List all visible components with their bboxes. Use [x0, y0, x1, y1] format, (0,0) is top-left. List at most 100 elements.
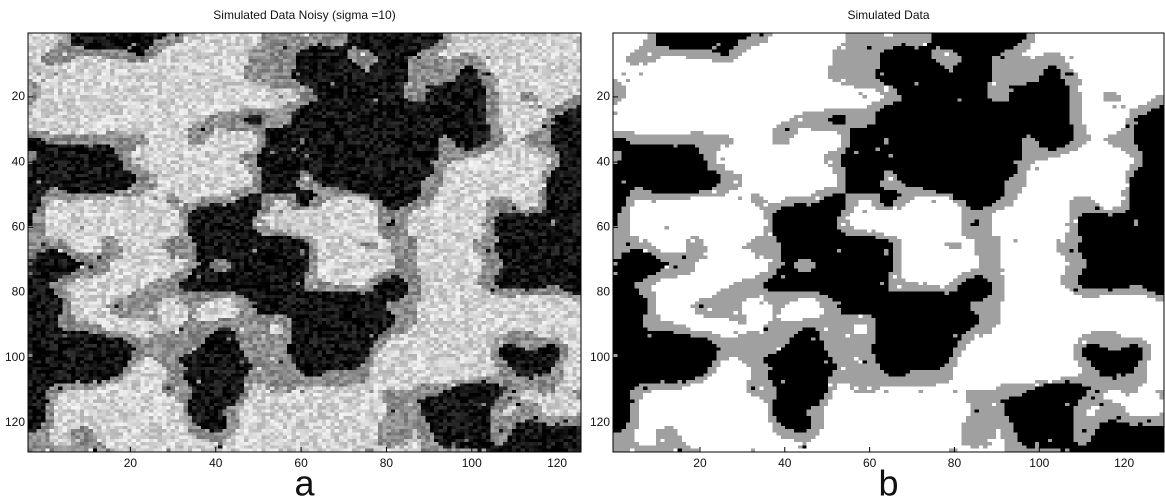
- image-cell: [196, 102, 201, 106]
- image-cell: [529, 118, 534, 122]
- image-cell: [490, 102, 495, 106]
- image-cell: [516, 82, 521, 86]
- image-cell: [127, 118, 132, 122]
- image-cell: [490, 43, 495, 47]
- image-cell: [356, 105, 361, 109]
- image-cell: [201, 131, 206, 135]
- image-cell: [378, 56, 383, 60]
- image-cell: [400, 95, 405, 99]
- image-cell: [145, 141, 150, 145]
- image-cell: [391, 118, 396, 122]
- image-cell: [101, 85, 106, 89]
- image-cell: [132, 62, 137, 66]
- image-cell: [179, 121, 184, 125]
- image-cell: [425, 118, 430, 122]
- image-cell: [227, 105, 232, 109]
- image-cell: [374, 43, 379, 47]
- image-cell: [486, 98, 491, 102]
- image-cell: [460, 69, 465, 73]
- image-cell: [343, 46, 348, 50]
- image-cell: [365, 46, 370, 50]
- image-cell: [482, 46, 487, 50]
- image-cell: [572, 118, 577, 122]
- image-cell: [451, 141, 456, 145]
- image-cell: [279, 125, 284, 129]
- image-cell: [231, 131, 236, 135]
- image-cell: [71, 157, 76, 161]
- image-cell: [305, 154, 310, 158]
- image-cell: [84, 40, 89, 44]
- image-cell: [188, 49, 193, 53]
- image-cell: [58, 102, 63, 106]
- image-cell: [322, 115, 327, 119]
- image-cell: [413, 40, 418, 44]
- image-cell: [533, 108, 538, 112]
- image-cell: [529, 69, 534, 73]
- image-cell: [391, 92, 396, 96]
- image-cell: [171, 108, 176, 112]
- image-cell: [119, 141, 124, 145]
- image-cell: [477, 154, 482, 158]
- image-cell: [400, 82, 405, 86]
- image-cell: [525, 85, 530, 89]
- image-cell: [41, 36, 46, 40]
- image-cell: [80, 118, 85, 122]
- image-cell: [404, 89, 409, 93]
- image-cell: [149, 76, 154, 80]
- image-cell: [283, 138, 288, 142]
- image-cell: [214, 92, 219, 96]
- image-cell: [32, 98, 37, 102]
- image-cell: [512, 59, 517, 63]
- image-cell: [166, 79, 171, 83]
- image-cell: [464, 121, 469, 125]
- image-cell: [456, 102, 461, 106]
- image-cell: [261, 36, 266, 40]
- image-cell: [28, 138, 33, 142]
- image-cell: [244, 128, 249, 132]
- image-cell: [171, 115, 176, 119]
- image-cell: [123, 138, 128, 142]
- image-cell: [257, 72, 262, 76]
- image-cell: [67, 118, 72, 122]
- image-cell: [162, 76, 167, 80]
- image-cell: [542, 98, 547, 102]
- image-cell: [283, 98, 288, 102]
- image-cell: [339, 98, 344, 102]
- image-cell: [512, 144, 517, 148]
- image-cell: [145, 115, 150, 119]
- image-cell: [538, 141, 543, 145]
- image-cell: [551, 46, 556, 50]
- image-cell: [58, 82, 63, 86]
- image-cell: [382, 108, 387, 112]
- image-cell: [149, 95, 154, 99]
- image-cell: [235, 154, 240, 158]
- image-cell: [153, 72, 158, 76]
- image-cell: [214, 66, 219, 70]
- image-cell: [529, 138, 534, 142]
- image-cell: [456, 56, 461, 60]
- image-cell: [374, 131, 379, 135]
- image-cell: [162, 66, 167, 70]
- image-cell: [248, 36, 253, 40]
- image-cell: [542, 43, 547, 47]
- image-cell: [555, 49, 560, 53]
- image-cell: [270, 102, 275, 106]
- image-cell: [421, 138, 426, 142]
- image-cell: [114, 36, 119, 40]
- image-cell: [300, 144, 305, 148]
- image-cell: [417, 115, 422, 119]
- image-cell: [287, 128, 292, 132]
- image-cell: [218, 128, 223, 132]
- image-cell: [149, 85, 154, 89]
- image-cell: [469, 144, 474, 148]
- image-cell: [564, 128, 569, 132]
- image-cell: [369, 72, 374, 76]
- image-cell: [469, 141, 474, 145]
- image-cell: [41, 59, 46, 63]
- image-cell: [490, 154, 495, 158]
- image-cell: [521, 59, 526, 63]
- image-cell: [555, 131, 560, 135]
- image-cell: [477, 148, 482, 152]
- image-cell: [266, 105, 271, 109]
- image-cell: [533, 72, 538, 76]
